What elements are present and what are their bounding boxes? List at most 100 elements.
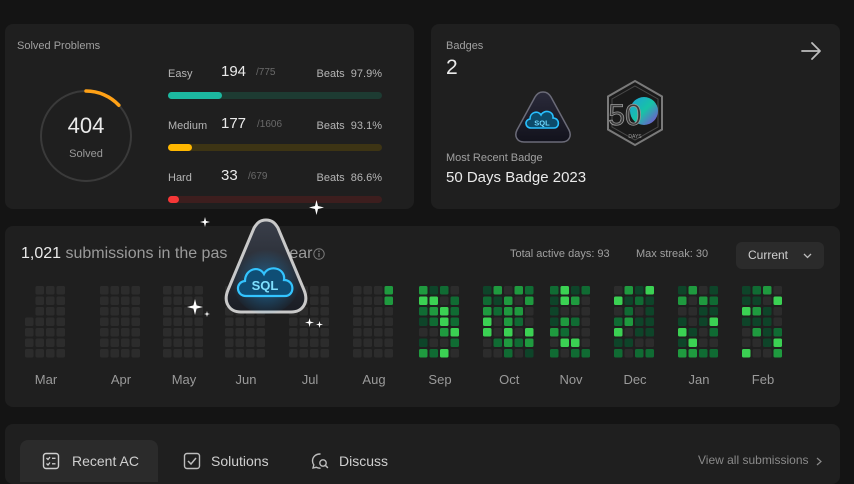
heatmap-cell[interactable] — [450, 349, 460, 358]
heatmap-cell[interactable] — [614, 328, 623, 337]
heatmap-cell[interactable] — [374, 349, 383, 358]
heatmap-cell[interactable] — [121, 296, 130, 306]
heatmap-cell[interactable] — [289, 328, 298, 337]
heatmap-cell[interactable] — [560, 307, 570, 316]
heatmap-cell[interactable] — [163, 338, 172, 348]
heatmap-cell[interactable] — [374, 307, 383, 316]
heatmap-cell[interactable] — [419, 286, 428, 295]
heatmap-cell[interactable] — [688, 349, 698, 358]
heatmap-cell[interactable] — [450, 328, 460, 337]
heatmap-cell[interactable] — [752, 317, 762, 327]
heatmap-cell[interactable] — [100, 349, 109, 358]
heatmap-cell[interactable] — [645, 317, 655, 327]
heatmap-cell[interactable] — [635, 296, 644, 306]
chevron-right-icon[interactable] — [815, 457, 823, 466]
heatmap-cell[interactable] — [699, 328, 708, 337]
heatmap-cell[interactable] — [384, 317, 394, 327]
heatmap-cell[interactable] — [429, 328, 439, 337]
heatmap-cell[interactable] — [773, 349, 783, 358]
heatmap-cell[interactable] — [614, 296, 623, 306]
heatmap-cell[interactable] — [699, 286, 708, 295]
heatmap-cell[interactable] — [483, 296, 492, 306]
heatmap-cell[interactable] — [571, 338, 580, 348]
heatmap-cell[interactable] — [560, 317, 570, 327]
heatmap-cell[interactable] — [742, 328, 751, 337]
heatmap-cell[interactable] — [581, 328, 591, 337]
heatmap-cell[interactable] — [384, 307, 394, 316]
heatmap-cell[interactable] — [56, 328, 66, 337]
heatmap-cell[interactable] — [688, 317, 698, 327]
heatmap-cell[interactable] — [483, 349, 492, 358]
heatmap-cell[interactable] — [225, 317, 234, 327]
heatmap-cell[interactable] — [699, 338, 708, 348]
heatmap-cell[interactable] — [525, 328, 534, 337]
heatmap-cell[interactable] — [678, 286, 687, 295]
heatmap-cell[interactable] — [353, 286, 362, 295]
heatmap-cell[interactable] — [320, 286, 330, 295]
heatmap-cell[interactable] — [235, 328, 245, 337]
heatmap-cell[interactable] — [163, 349, 172, 358]
heatmap-cell[interactable] — [131, 307, 141, 316]
heatmap-cell[interactable] — [131, 328, 141, 337]
heatmap-cell[interactable] — [384, 338, 394, 348]
heatmap-cell[interactable] — [624, 307, 634, 316]
heatmap-cell[interactable] — [173, 338, 183, 348]
heatmap-cell[interactable] — [450, 286, 460, 295]
heatmap-cell[interactable] — [194, 286, 204, 295]
heatmap-cell[interactable] — [225, 338, 234, 348]
heatmap-cell[interactable] — [100, 307, 109, 316]
heatmap-cell[interactable] — [121, 286, 130, 295]
heatmap-cell[interactable] — [56, 349, 66, 358]
heatmap-cell[interactable] — [752, 338, 762, 348]
heatmap-cell[interactable] — [709, 317, 719, 327]
heatmap-cell[interactable] — [320, 349, 330, 358]
heatmap-cell[interactable] — [173, 317, 183, 327]
heatmap-cell[interactable] — [440, 338, 449, 348]
heatmap-cell[interactable] — [752, 286, 762, 295]
heatmap-cell[interactable] — [46, 286, 55, 295]
heatmap-cell[interactable] — [429, 317, 439, 327]
heatmap-cell[interactable] — [235, 317, 245, 327]
heatmap-cell[interactable] — [645, 286, 655, 295]
heatmap-cell[interactable] — [121, 328, 130, 337]
heatmap-cell[interactable] — [35, 349, 45, 358]
heatmap-cell[interactable] — [110, 349, 120, 358]
heatmap-cell[interactable] — [25, 317, 34, 327]
heatmap-cell[interactable] — [131, 317, 141, 327]
heatmap-cell[interactable] — [483, 307, 492, 316]
heatmap-cell[interactable] — [25, 328, 34, 337]
heatmap-cell[interactable] — [525, 296, 534, 306]
heatmap-cell[interactable] — [363, 296, 373, 306]
heatmap-cell[interactable] — [514, 296, 524, 306]
heatmap-cell[interactable] — [614, 286, 623, 295]
heatmap-cell[interactable] — [35, 307, 45, 316]
heatmap-cell[interactable] — [699, 307, 708, 316]
heatmap-cell[interactable] — [56, 286, 66, 295]
heatmap-cell[interactable] — [173, 349, 183, 358]
heatmap-cell[interactable] — [742, 338, 751, 348]
heatmap-cell[interactable] — [624, 349, 634, 358]
heatmap-cell[interactable] — [320, 317, 330, 327]
heatmap-cell[interactable] — [614, 307, 623, 316]
heatmap-cell[interactable] — [25, 338, 34, 348]
heatmap-cell[interactable] — [246, 338, 255, 348]
heatmap-cell[interactable] — [763, 328, 772, 337]
heatmap-cell[interactable] — [440, 317, 449, 327]
heatmap-cell[interactable] — [363, 307, 373, 316]
heatmap-cell[interactable] — [56, 338, 66, 348]
heatmap-cell[interactable] — [131, 296, 141, 306]
heatmap-cell[interactable] — [429, 296, 439, 306]
heatmap-cell[interactable] — [384, 328, 394, 337]
heatmap-cell[interactable] — [440, 296, 449, 306]
heatmap-cell[interactable] — [256, 349, 266, 358]
heatmap-cell[interactable] — [493, 307, 503, 316]
heatmap-cell[interactable] — [699, 317, 708, 327]
heatmap-cell[interactable] — [493, 286, 503, 295]
heatmap-cell[interactable] — [581, 317, 591, 327]
tab-solutions[interactable]: Solutions — [173, 440, 283, 482]
heatmap-cell[interactable] — [25, 349, 34, 358]
heatmap-cell[interactable] — [310, 317, 319, 327]
heatmap-cell[interactable] — [46, 296, 55, 306]
heatmap-cell[interactable] — [163, 317, 172, 327]
heatmap-cell[interactable] — [56, 307, 66, 316]
